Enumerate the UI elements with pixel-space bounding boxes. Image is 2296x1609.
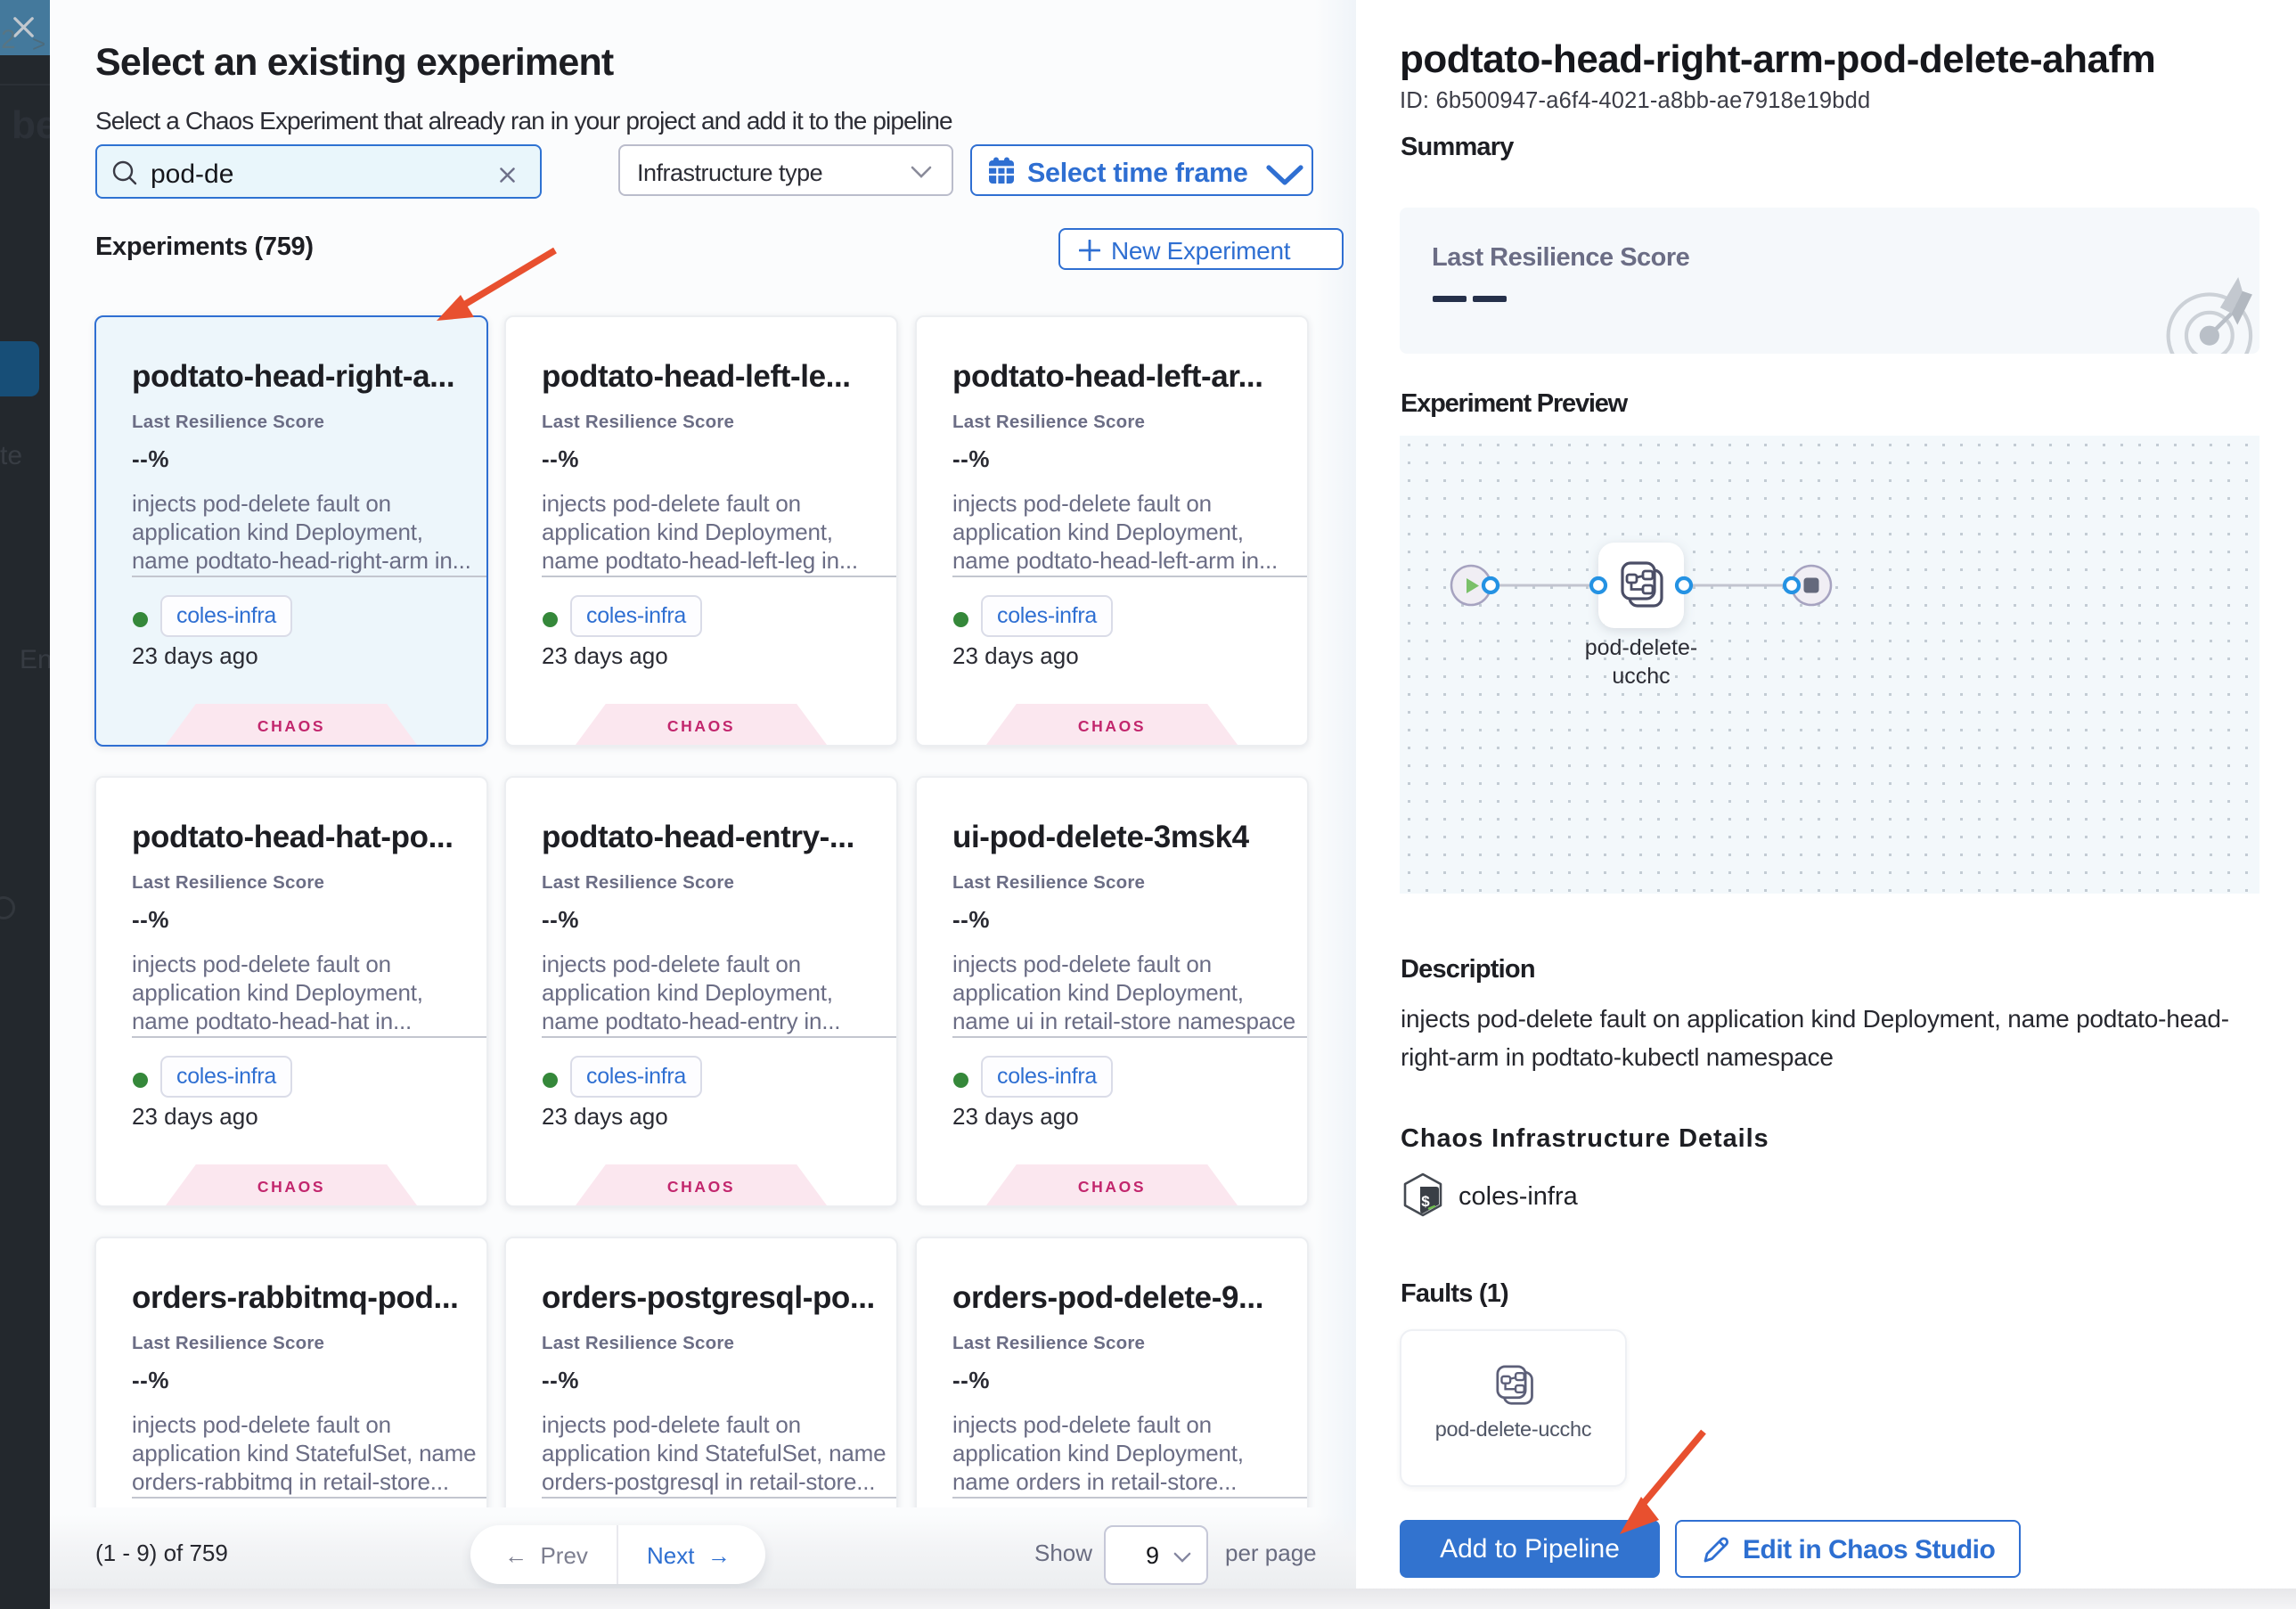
svg-text:$: $ bbox=[1421, 1193, 1430, 1210]
svg-text:pod-delete-: pod-delete- bbox=[1585, 635, 1697, 660]
svg-text:ucchc: ucchc bbox=[1612, 664, 1670, 689]
